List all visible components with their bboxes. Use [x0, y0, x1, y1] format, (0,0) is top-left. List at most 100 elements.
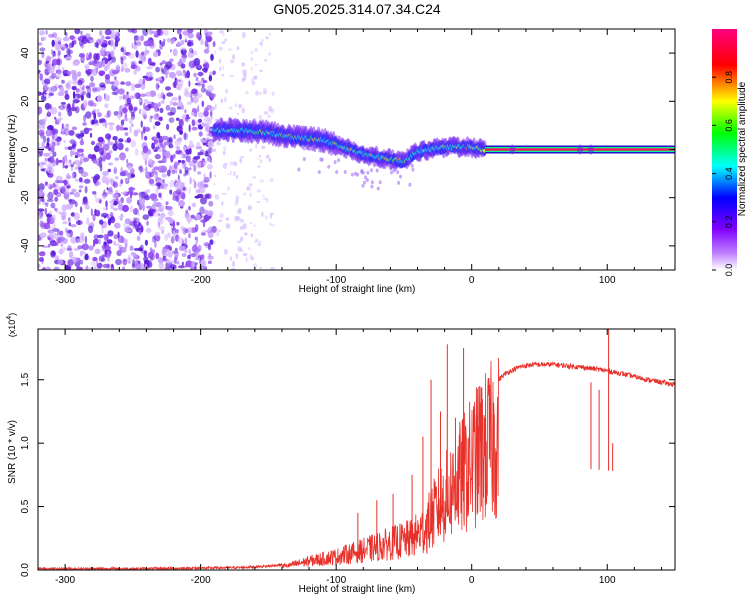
- noise-blob: [185, 155, 191, 163]
- ridge-scatter: [320, 157, 324, 162]
- noise-blob: [77, 79, 83, 86]
- noise-blob: [76, 266, 83, 270]
- noise-blob: [188, 233, 191, 239]
- noise-blob: [68, 199, 76, 205]
- noise-blob: [83, 178, 91, 184]
- noise-blob: [84, 185, 88, 194]
- noise-blob: [151, 142, 156, 150]
- noise-blob: [195, 214, 201, 221]
- noise-blob: [147, 40, 155, 46]
- noise-blob: [131, 42, 134, 49]
- noise-blob-sparse: [235, 197, 239, 203]
- noise-blob: [189, 47, 193, 53]
- noise-blob: [167, 209, 174, 217]
- spectrogram-xlabel: Height of straight line (km): [299, 284, 416, 295]
- noise-blob: [178, 265, 186, 269]
- noise-blob: [164, 233, 169, 241]
- noise-blob: [101, 244, 107, 249]
- noise-blob: [143, 102, 146, 110]
- noise-blob-sparse: [222, 65, 225, 71]
- noise-blob: [107, 168, 112, 173]
- noise-blob: [111, 91, 118, 95]
- noise-blob-sparse: [252, 175, 257, 179]
- noise-blob: [115, 258, 122, 266]
- snr-ytick-label: 0.5: [20, 499, 31, 513]
- noise-blob: [187, 41, 194, 47]
- noise-blob: [105, 207, 108, 211]
- noise-blob-sparse: [243, 192, 247, 196]
- noise-blob: [64, 165, 68, 169]
- snr-scale-base: (x10: [7, 320, 17, 338]
- noise-blob: [154, 146, 160, 150]
- noise-blob: [109, 263, 112, 267]
- ridge-scatter: [375, 168, 379, 173]
- noise-blob: [130, 139, 136, 148]
- noise-blob: [88, 245, 94, 251]
- spectrogram-ytick-label: 40: [20, 47, 31, 59]
- noise-blob: [65, 32, 68, 37]
- noise-blob: [179, 73, 187, 77]
- noise-blob: [175, 83, 182, 91]
- noise-blob: [162, 94, 166, 100]
- snr-xlabel: Height of straight line (km): [299, 584, 416, 595]
- noise-blob: [51, 49, 54, 55]
- noise-blob: [67, 233, 70, 238]
- noise-blob: [173, 164, 178, 169]
- noise-blob: [122, 49, 127, 56]
- noise-blob: [151, 197, 159, 202]
- noise-blob-sparse: [238, 207, 242, 214]
- noise-blob: [70, 163, 74, 168]
- noise-blob: [58, 111, 62, 117]
- noise-blob: [54, 133, 58, 140]
- noise-blob: [44, 78, 51, 85]
- noise-blob-sparse: [255, 143, 257, 150]
- noise-blob: [149, 171, 155, 178]
- noise-blob: [42, 84, 48, 93]
- noise-blob: [103, 223, 107, 229]
- noise-blob: [160, 100, 165, 104]
- noise-blob: [98, 160, 103, 168]
- noise-blob: [69, 191, 75, 195]
- noise-blob-sparse: [261, 39, 264, 42]
- noise-blob: [102, 194, 107, 199]
- noise-blob: [40, 162, 47, 166]
- noise-blob: [84, 204, 91, 210]
- noise-blob: [126, 137, 131, 143]
- noise-blob: [178, 159, 182, 163]
- noise-blob: [113, 243, 120, 246]
- noise-blob: [118, 88, 125, 95]
- noise-blob: [65, 204, 73, 209]
- noise-blob: [182, 69, 186, 74]
- snr-ytick-label: 0.0: [20, 563, 31, 577]
- noise-blob: [177, 41, 181, 47]
- noise-blob: [181, 49, 184, 55]
- noise-blob: [47, 236, 51, 241]
- noise-blob: [52, 141, 56, 148]
- ridge-scatter: [337, 158, 341, 163]
- noise-blob-sparse: [257, 189, 261, 193]
- noise-blob: [176, 145, 181, 152]
- spectrogram-ytick-label: 0: [20, 146, 31, 152]
- noise-blob-sparse: [239, 225, 245, 230]
- ridge-scatter: [356, 172, 360, 177]
- noise-blob: [138, 35, 141, 41]
- noise-blob: [175, 229, 179, 234]
- noise-blob: [129, 245, 134, 251]
- noise-blob: [135, 224, 139, 231]
- noise-blob: [47, 110, 50, 116]
- noise-blob-sparse: [264, 58, 267, 62]
- noise-blob: [193, 57, 201, 66]
- ridge-scatter: [335, 170, 339, 174]
- noise-blob: [201, 254, 205, 260]
- noise-blob: [159, 62, 163, 66]
- noise-blob: [97, 262, 103, 269]
- noise-blob: [105, 36, 111, 40]
- noise-blob: [66, 229, 72, 234]
- noise-blob: [129, 205, 134, 213]
- noise-blob: [135, 65, 141, 72]
- noise-blob: [136, 39, 142, 47]
- ridge-scatter: [297, 167, 301, 172]
- noise-blob: [124, 132, 129, 136]
- noise-blob: [134, 148, 139, 157]
